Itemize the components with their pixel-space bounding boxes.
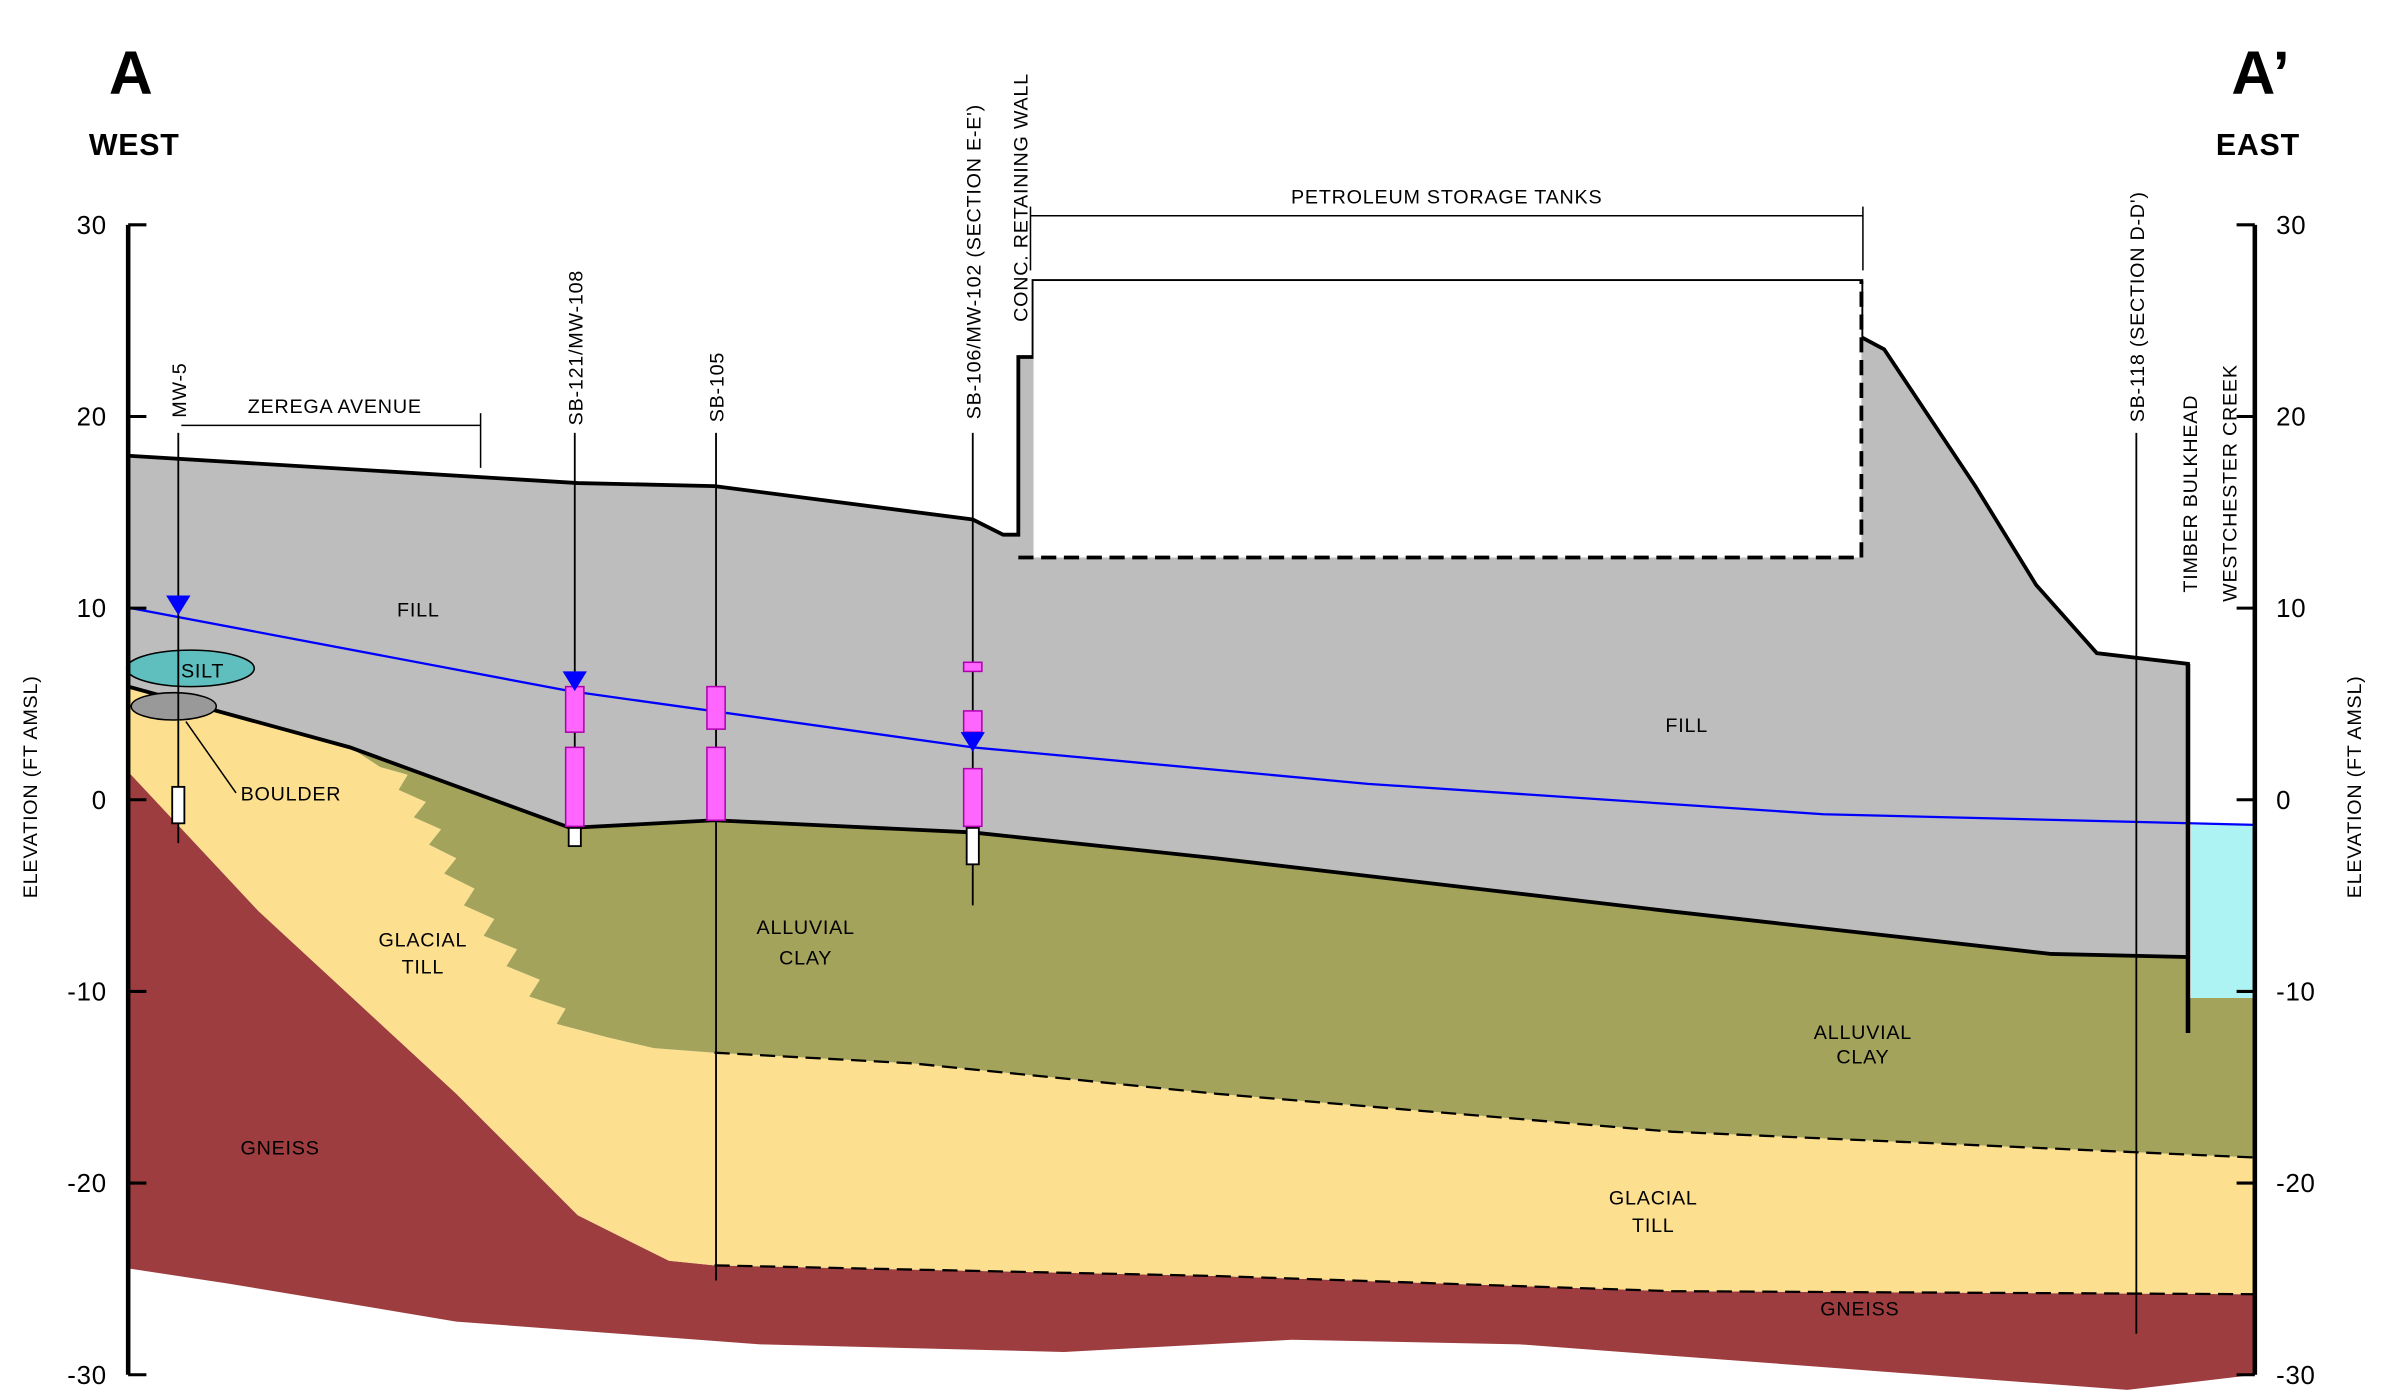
layer-boundary xyxy=(714,1264,2255,1296)
tank xyxy=(1033,281,1862,558)
water-table xyxy=(127,606,2255,826)
tank-outline xyxy=(1018,281,1864,560)
gneiss-layer xyxy=(128,771,2255,1390)
till-layer xyxy=(128,686,2255,1295)
y-tick-label: -20 xyxy=(2276,1170,2316,1198)
bulkhead-label: TIMBER BULKHEAD xyxy=(2180,395,2202,593)
y-tick-label: -10 xyxy=(2276,979,2316,1007)
leader xyxy=(185,721,237,794)
water-level xyxy=(960,732,985,752)
dimensions xyxy=(181,206,1864,468)
y-tick-label: 20 xyxy=(2276,404,2306,432)
y-tick-label: 30 xyxy=(77,212,107,240)
section-label: A xyxy=(109,39,154,107)
wall-label: CONC. RETAINING WALL xyxy=(1010,73,1032,322)
layer-label: BOULDER xyxy=(241,784,342,806)
y-tick-label: 0 xyxy=(2276,787,2291,815)
well-casing xyxy=(567,826,582,848)
y-tick-label: 0 xyxy=(92,787,107,815)
layer-boundary xyxy=(714,1051,2255,1159)
well-casing xyxy=(171,785,186,825)
y-tick-label: -10 xyxy=(67,979,107,1007)
y-tick-label: -30 xyxy=(2276,1362,2316,1390)
boring-label: SB-121/MW-108 xyxy=(565,270,587,425)
layer-label: GLACIAL xyxy=(1609,1188,1698,1210)
layer-label: TILL xyxy=(402,957,445,979)
axis-title: ELEVATION (FT AMSL) xyxy=(2344,675,2366,898)
ticks: -30 -30 -20 -20 -10 -10 0 0 10 10 20 20 30 30 xyxy=(67,212,2315,1390)
sample xyxy=(962,767,983,828)
boring-label: SB-118 (SECTION D-D') xyxy=(2127,191,2149,422)
layer-label: ALLUVIAL xyxy=(1814,1022,1912,1044)
layer-label: CLAY xyxy=(1836,1046,1889,1068)
creek-label: WESTCHESTER CREEK xyxy=(2220,364,2242,602)
y-tick-label: 10 xyxy=(2276,595,2306,623)
section-label: A’ xyxy=(2231,39,2290,107)
layer-label: CLAY xyxy=(779,948,832,970)
y-tick-label: 10 xyxy=(77,595,107,623)
street-label: ZEREGA AVENUE xyxy=(248,396,422,418)
water-level xyxy=(166,595,191,616)
sample xyxy=(706,746,726,822)
well-casing xyxy=(965,826,980,866)
layer-label: TILL xyxy=(1632,1215,1675,1237)
direction: WEST xyxy=(89,128,180,162)
samples xyxy=(564,661,983,828)
clay-layer xyxy=(349,747,2255,1158)
y-tick-label: -30 xyxy=(67,1362,107,1390)
boring-label: SB-106/MW-102 (SECTION E-E') xyxy=(963,104,985,419)
layer-label: GNEISS xyxy=(241,1137,320,1159)
sample xyxy=(962,710,983,733)
layer-label: GLACIAL xyxy=(379,929,468,951)
layer-label: SILT xyxy=(181,660,224,682)
layer-label: FILL xyxy=(1665,715,1708,737)
sample xyxy=(564,685,585,733)
layer-label: GNEISS xyxy=(1820,1298,1899,1320)
water xyxy=(2191,824,2255,999)
y-tick-label: 30 xyxy=(2276,212,2306,240)
boring-label: MW-5 xyxy=(169,362,191,417)
water-level xyxy=(562,671,587,692)
layer-label: FILL xyxy=(397,600,440,622)
y-tick-label: -20 xyxy=(67,1170,107,1198)
layer-label: ALLUVIAL xyxy=(757,917,855,939)
direction: EAST xyxy=(2216,128,2300,162)
y-tick-label: 20 xyxy=(77,404,107,432)
water-levels xyxy=(166,595,985,752)
boring-label: SB-105 xyxy=(707,352,729,422)
sample xyxy=(564,746,585,828)
boulder xyxy=(130,691,218,721)
layer-boundary xyxy=(349,746,2189,959)
tanks-label: PETROLEUM STORAGE TANKS xyxy=(1291,187,1602,209)
sample xyxy=(962,661,983,673)
sample xyxy=(706,685,726,730)
axis-title: ELEVATION (FT AMSL) xyxy=(20,675,42,898)
